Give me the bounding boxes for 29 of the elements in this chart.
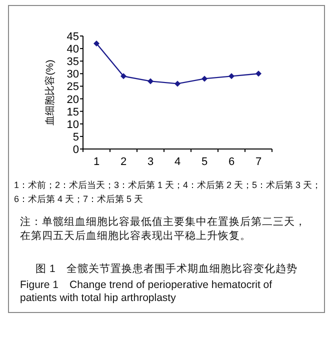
y-tick-label: 20 <box>66 94 79 106</box>
point <box>174 80 180 87</box>
x-tick-label: 2 <box>120 156 127 168</box>
point <box>256 70 262 77</box>
y-tick-label: 10 <box>66 118 79 131</box>
x-tick-label: 1 <box>93 156 100 168</box>
x-tick-label: 4 <box>174 156 181 168</box>
point <box>228 73 234 80</box>
point <box>202 76 208 82</box>
point <box>94 40 100 47</box>
y-tick-label: 15 <box>66 106 79 118</box>
x-tick-label: 6 <box>228 156 235 168</box>
text: 1：术前；2：术后当天；3：术后第 1 天；4：术后第 2 天；5：术后第 3 天；6：术后第 4 天；7：术后第 5 天 <box>14 179 322 206</box>
y-tick-label: 0 <box>72 144 79 156</box>
point <box>120 73 126 80</box>
x-tick-label: 5 <box>201 156 208 168</box>
y-tick-label: 40 <box>66 44 79 56</box>
x-tick-label: 7 <box>255 156 262 168</box>
y-tick-label: 30 <box>66 68 79 81</box>
y-tick-label: 5 <box>72 131 79 144</box>
text: 图 1 全髋关节置换患者围手术期血细胞比容变化趋势 <box>34 262 298 276</box>
x-tick-label: 3 <box>147 156 154 168</box>
text: Figure 1 Change trend of perioperative hematocrit of patients with total hip arthroplasty <box>20 279 274 305</box>
y-tick-label: 35 <box>66 56 79 68</box>
y-tick-label: 25 <box>66 81 79 94</box>
y-axis-title: 血细胞比容(%) <box>44 60 56 126</box>
y-tick-label: 45 <box>66 31 79 43</box>
point <box>148 78 154 84</box>
text: 注：单髋组血细胞比容最低值主要集中在置换后第二三天，在第四五天后血细胞比容表现出平稳上升恢复。 <box>20 215 307 243</box>
